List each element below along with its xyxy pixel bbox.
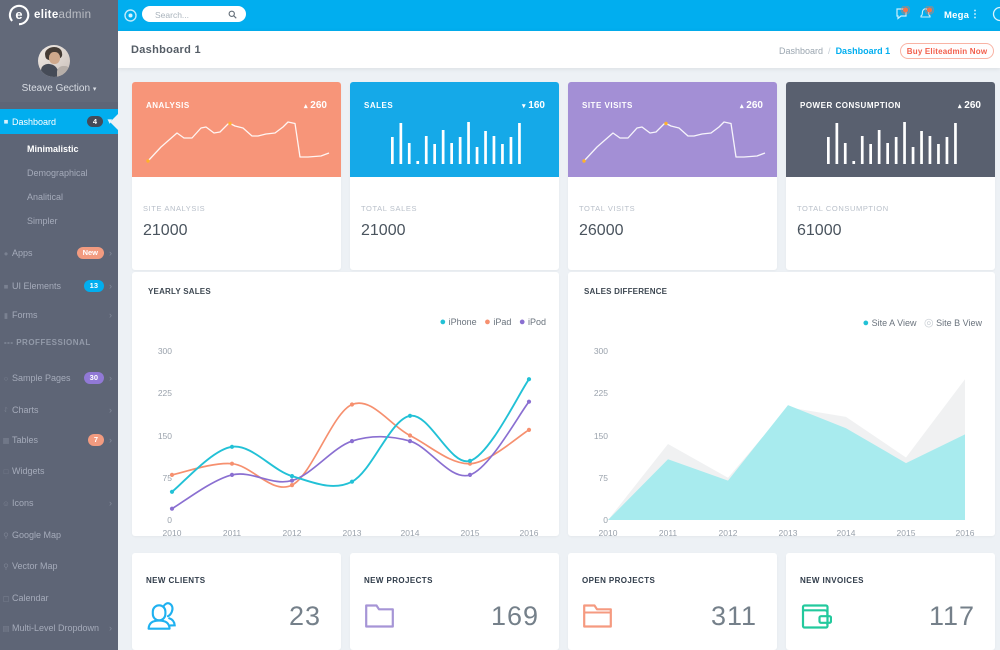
svg-text:2013: 2013 (343, 528, 362, 536)
svg-text:2012: 2012 (283, 528, 302, 536)
svg-text:2011: 2011 (659, 528, 678, 536)
svg-text:2011: 2011 (223, 528, 242, 536)
svg-text:2015: 2015 (461, 528, 480, 536)
svg-text:150: 150 (594, 431, 608, 441)
svg-text:2016: 2016 (520, 528, 539, 536)
svg-text:2014: 2014 (401, 528, 420, 536)
svg-text:300: 300 (594, 346, 608, 356)
svg-text:75: 75 (163, 473, 173, 483)
svg-text:2015: 2015 (897, 528, 916, 536)
svg-text:150: 150 (158, 431, 172, 441)
svg-text:0: 0 (167, 515, 172, 525)
svg-text:2013: 2013 (779, 528, 798, 536)
svg-text:225: 225 (158, 388, 172, 398)
svg-text:2014: 2014 (837, 528, 856, 536)
svg-text:75: 75 (599, 473, 609, 483)
svg-text:2012: 2012 (719, 528, 738, 536)
svg-text:0: 0 (603, 515, 608, 525)
svg-text:2010: 2010 (599, 528, 618, 536)
svg-text:2010: 2010 (163, 528, 182, 536)
svg-text:225: 225 (594, 388, 608, 398)
svg-text:2016: 2016 (956, 528, 975, 536)
svg-text:300: 300 (158, 346, 172, 356)
svg-text:e: e (15, 7, 22, 22)
